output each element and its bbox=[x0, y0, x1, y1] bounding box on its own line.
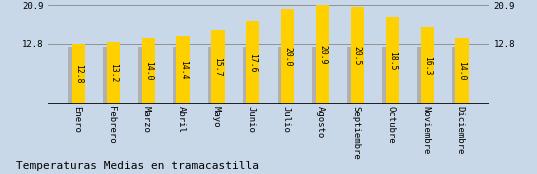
Text: 17.6: 17.6 bbox=[248, 53, 257, 72]
Bar bbox=[351, 7, 364, 104]
Text: 14.0: 14.0 bbox=[458, 61, 467, 81]
Bar bbox=[455, 38, 469, 104]
Bar bbox=[417, 48, 430, 104]
Bar bbox=[208, 48, 221, 104]
Text: 15.7: 15.7 bbox=[213, 57, 222, 77]
Text: 13.2: 13.2 bbox=[109, 63, 118, 83]
Bar bbox=[452, 48, 465, 104]
Bar bbox=[107, 42, 120, 104]
Text: 14.0: 14.0 bbox=[144, 61, 153, 81]
Bar bbox=[72, 44, 85, 104]
Bar bbox=[246, 21, 259, 104]
Bar bbox=[212, 30, 224, 104]
Bar bbox=[177, 36, 190, 104]
Bar bbox=[173, 48, 186, 104]
Bar bbox=[278, 48, 291, 104]
Text: 20.9: 20.9 bbox=[318, 45, 327, 65]
Bar bbox=[68, 48, 82, 104]
Bar bbox=[382, 48, 395, 104]
Text: 14.4: 14.4 bbox=[179, 61, 187, 80]
Text: 12.8: 12.8 bbox=[74, 64, 83, 84]
Text: 16.3: 16.3 bbox=[423, 56, 432, 76]
Text: 20.0: 20.0 bbox=[283, 47, 292, 67]
Bar bbox=[316, 5, 329, 104]
Bar bbox=[420, 27, 434, 104]
Text: 18.5: 18.5 bbox=[388, 51, 397, 70]
Bar bbox=[386, 17, 399, 104]
Bar bbox=[103, 48, 117, 104]
Bar bbox=[142, 38, 155, 104]
Bar bbox=[347, 48, 360, 104]
Text: 20.5: 20.5 bbox=[353, 46, 362, 65]
Bar bbox=[281, 10, 294, 104]
Text: Temperaturas Medias en tramacastilla: Temperaturas Medias en tramacastilla bbox=[16, 161, 259, 171]
Bar bbox=[138, 48, 151, 104]
Bar bbox=[243, 48, 256, 104]
Bar bbox=[313, 48, 325, 104]
